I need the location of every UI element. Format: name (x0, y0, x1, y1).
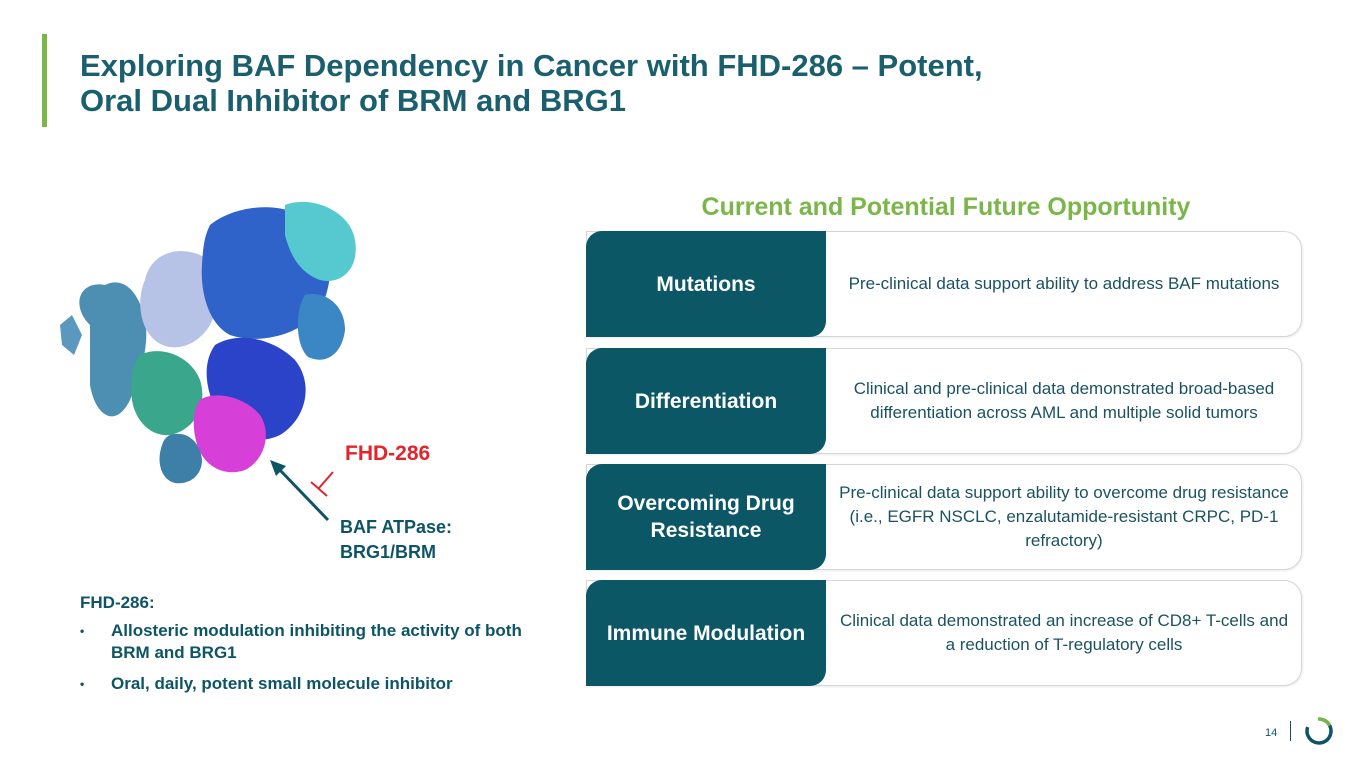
page-title-line-1: Exploring BAF Dependency in Cancer with … (80, 48, 983, 83)
target-label-line-2: BRG1/BRM (340, 542, 437, 562)
opportunity-description: Clinical and pre-clinical data demonstra… (853, 379, 1275, 422)
opportunity-heading: Current and Potential Future Opportunity (701, 193, 1191, 221)
summary-bullet-text: Allosteric modulation inhibiting the act… (111, 621, 522, 662)
opportunity-description: Clinical data demonstrated an increase o… (839, 611, 1289, 654)
page-title: Exploring BAF Dependency in Cancer with … (80, 48, 1180, 118)
opportunity-row-mutations: Mutations Pre-clinical data support abil… (586, 231, 1302, 337)
company-logo-icon (1305, 717, 1333, 745)
opportunity-label: Differentiation (586, 348, 826, 454)
bullet-dot-icon: • (80, 677, 85, 691)
opportunity-label: Mutations (586, 231, 826, 337)
target-label: BAF ATPase: BRG1/BRM (340, 515, 452, 565)
protein-structure-image (60, 201, 356, 484)
target-arrow (270, 460, 330, 522)
opportunity-row-differentiation: Differentiation Clinical and pre-clinica… (586, 348, 1302, 454)
opportunity-description: Pre-clinical data support ability to ove… (839, 483, 1289, 550)
target-label-line-1: BAF ATPase: (340, 517, 453, 537)
footer-divider (1290, 721, 1291, 741)
opportunity-description: Pre-clinical data support ability to add… (848, 274, 1280, 293)
opportunity-row-immune-modulation: Immune Modulation Clinical data demonstr… (586, 580, 1302, 686)
title-accent-bar (42, 34, 47, 127)
summary-heading: FHD-286: (80, 593, 155, 612)
page-title-line-2: Oral Dual Inhibitor of BRM and BRG1 (80, 83, 626, 118)
summary-bullet: • Oral, daily, potent small molecule inhi… (80, 673, 540, 695)
drug-label: FHD-286 (345, 442, 431, 465)
opportunity-label: Immune Modulation (586, 580, 826, 686)
inhibition-mark-icon (310, 471, 334, 497)
summary-list: • Allosteric modulation inhibiting the ac… (80, 620, 540, 704)
summary-bullet: • Allosteric modulation inhibiting the ac… (80, 620, 540, 664)
summary-bullet-text: Oral, daily, potent small molecule inhib… (111, 674, 453, 693)
opportunity-row-drug-resistance: Overcoming Drug Resistance Pre-clinical … (586, 464, 1302, 570)
opportunity-label: Overcoming Drug Resistance (586, 464, 826, 570)
bullet-dot-icon: • (80, 624, 85, 638)
page-number: 14 (1265, 727, 1278, 739)
